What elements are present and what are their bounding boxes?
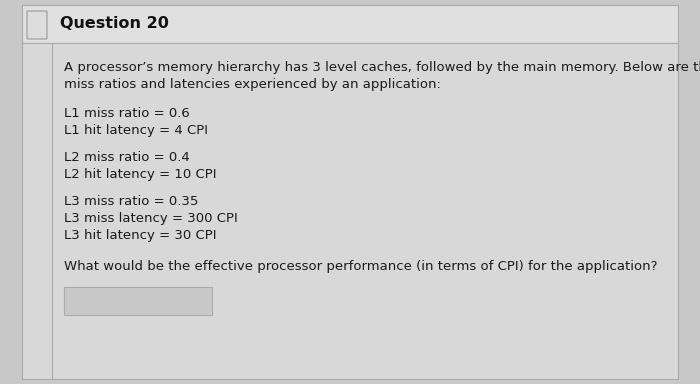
Text: L3 miss ratio = 0.35: L3 miss ratio = 0.35 [64, 195, 198, 208]
Text: L1 miss ratio = 0.6: L1 miss ratio = 0.6 [64, 107, 190, 120]
Text: L1 hit latency = 4 CPI: L1 hit latency = 4 CPI [64, 124, 208, 137]
Bar [64, 287, 212, 315]
Text: L2 hit latency = 10 CPI: L2 hit latency = 10 CPI [64, 168, 216, 181]
Text: What would be the effective processor performance (in terms of CPI) for the appl: What would be the effective processor pe… [64, 260, 657, 273]
Text: A processor’s memory hierarchy has 3 level caches, followed by the main memory. : A processor’s memory hierarchy has 3 lev… [64, 61, 700, 74]
Text: Question 20: Question 20 [60, 17, 169, 31]
Text: L3 hit latency = 30 CPI: L3 hit latency = 30 CPI [64, 229, 216, 242]
Text: miss ratios and latencies experienced by an application:: miss ratios and latencies experienced by… [64, 78, 441, 91]
Bar [22, 43, 678, 379]
FancyBboxPatch shape [27, 11, 47, 39]
Text: L2 miss ratio = 0.4: L2 miss ratio = 0.4 [64, 151, 190, 164]
Bar [22, 5, 678, 43]
Text: L3 miss latency = 300 CPI: L3 miss latency = 300 CPI [64, 212, 238, 225]
